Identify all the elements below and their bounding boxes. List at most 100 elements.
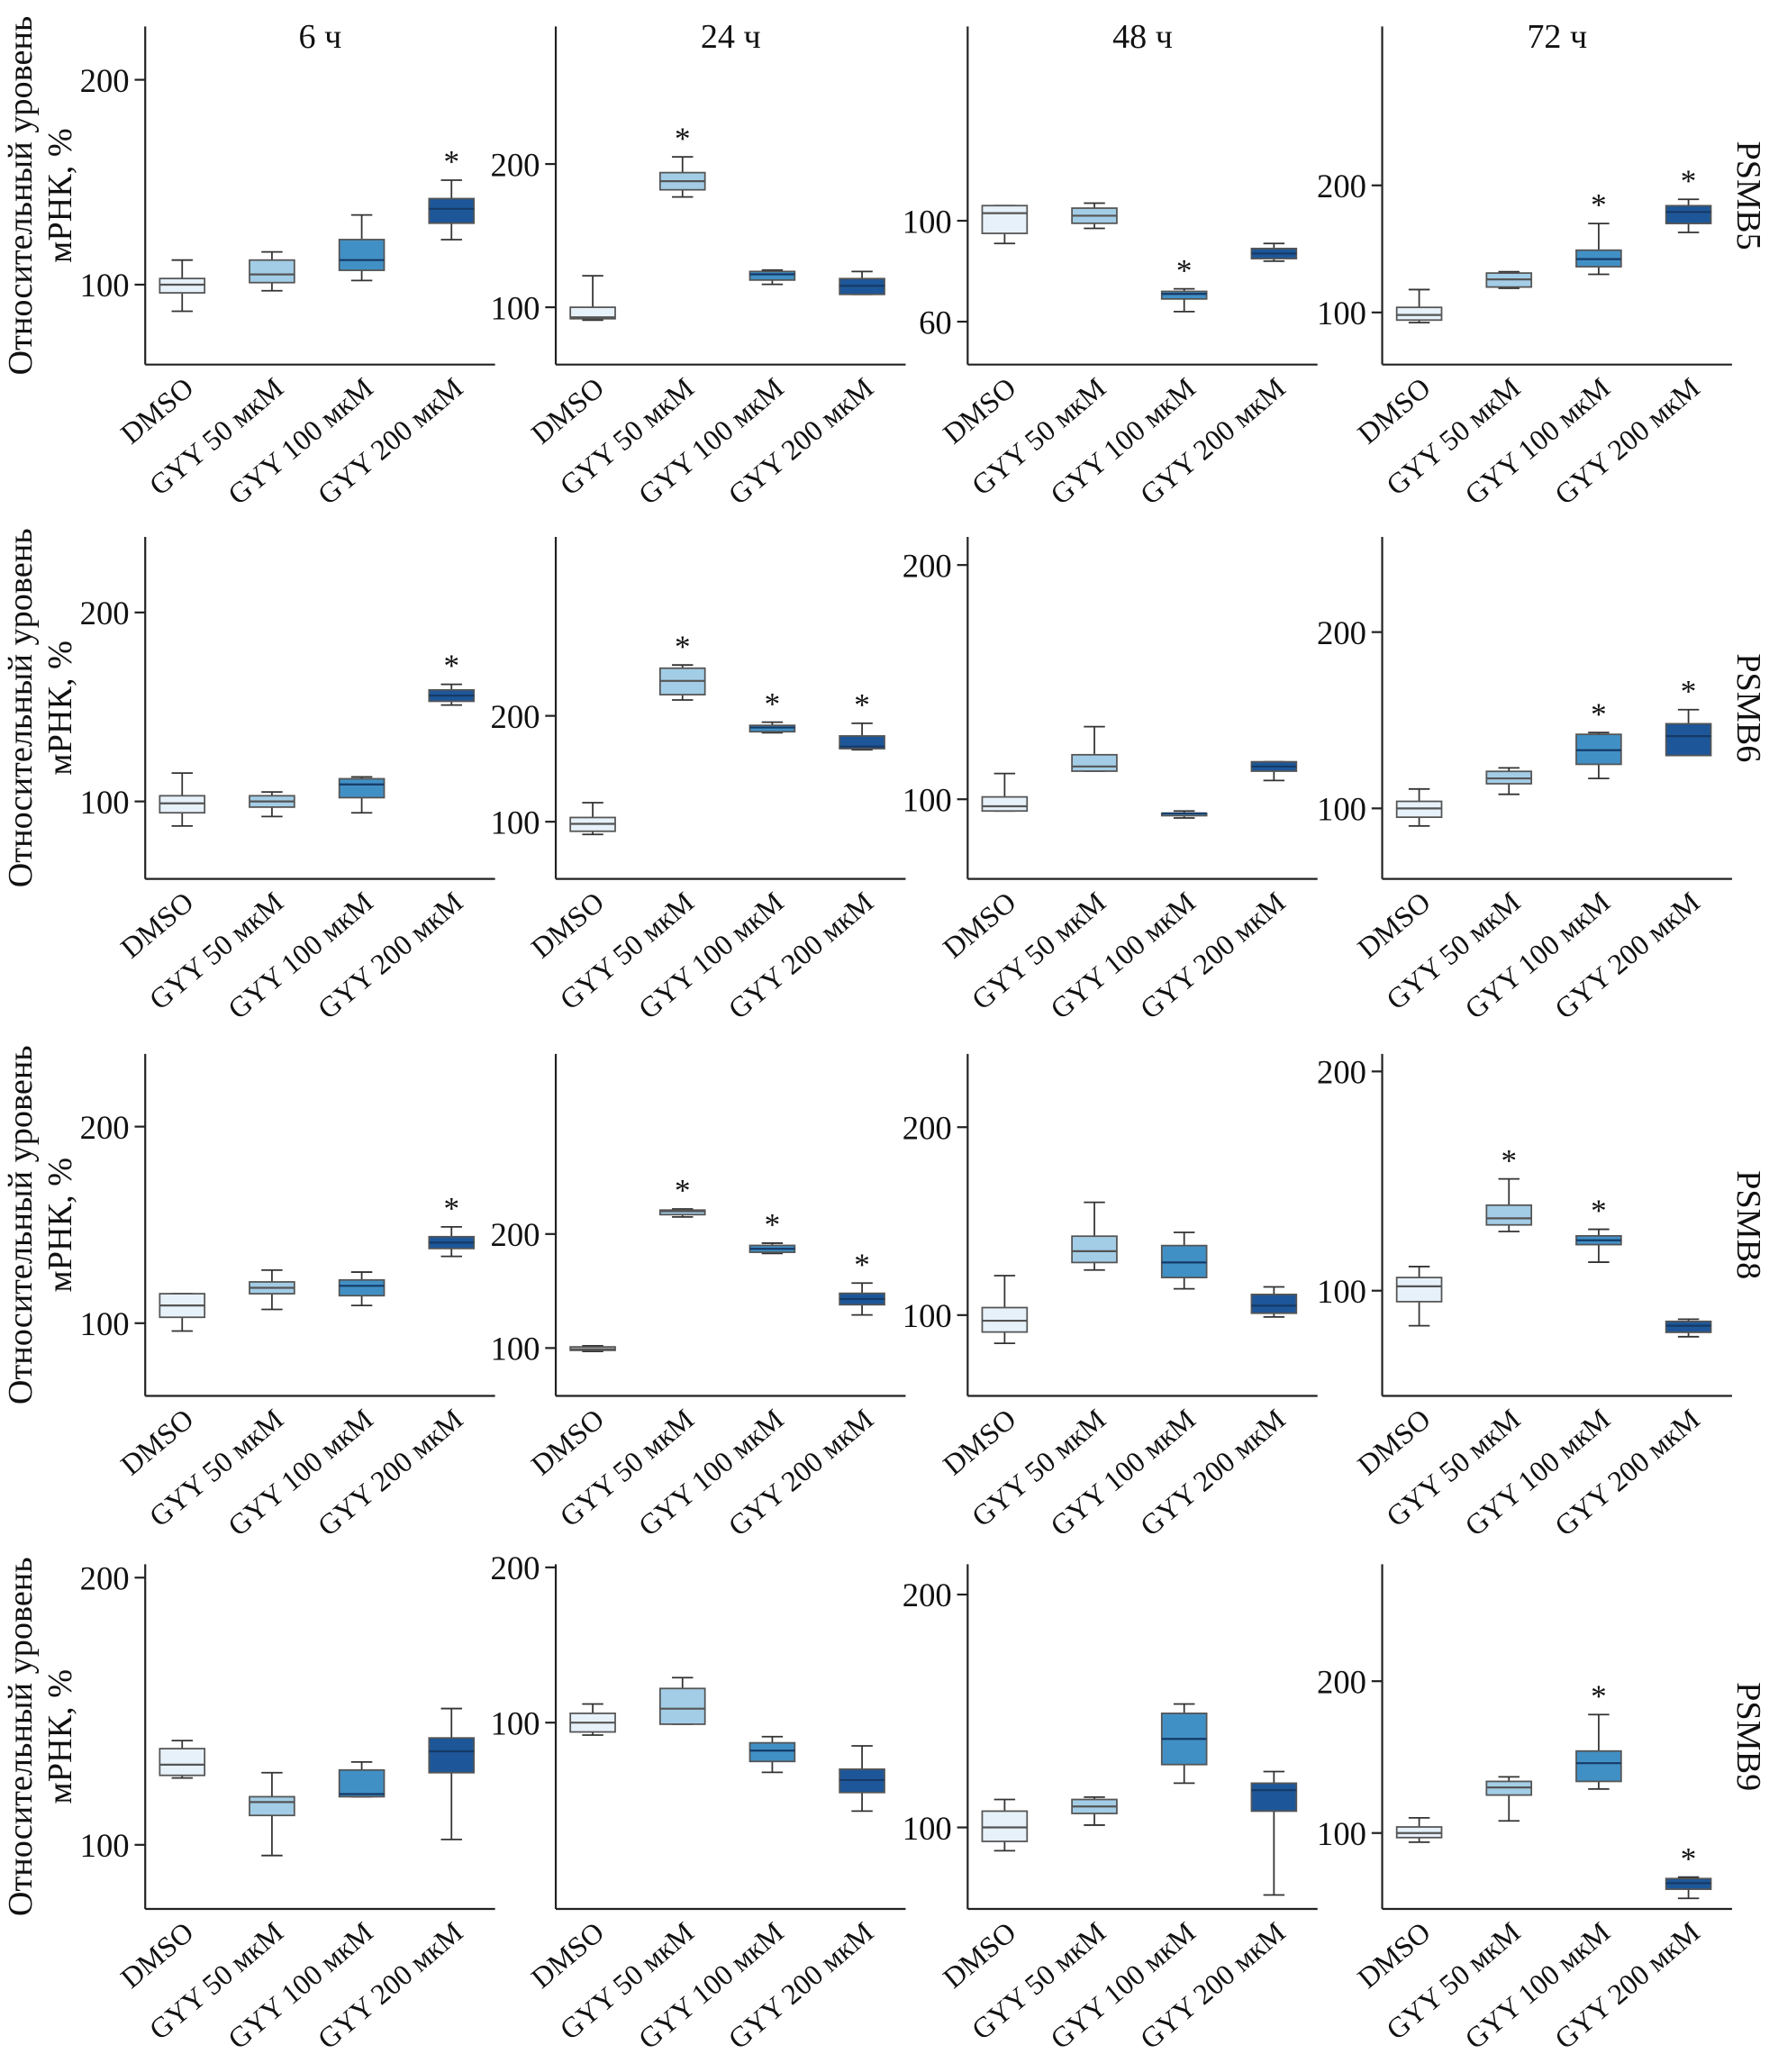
- y-tick-label: 200: [1317, 1663, 1366, 1700]
- box: [1665, 204, 1712, 224]
- significance-mark: *: [1681, 163, 1697, 198]
- y-tick-label: 100: [80, 1827, 130, 1864]
- box: [839, 735, 885, 750]
- y-tick-label: 100: [903, 1297, 952, 1334]
- y-axis-label: Относительный уровень: [2, 1557, 40, 1916]
- significance-mark: *: [1591, 1194, 1607, 1229]
- y-axis-label: мРНК, %: [41, 641, 79, 776]
- x-tick-label: DMSO: [114, 1915, 199, 1995]
- box: [658, 1209, 706, 1216]
- panel-title: 72 ч: [1527, 18, 1587, 56]
- y-tick-label: 100: [1317, 1815, 1366, 1852]
- significance-mark: *: [1591, 696, 1607, 732]
- significance-mark: *: [675, 121, 691, 156]
- significance-mark: *: [443, 144, 459, 179]
- y-axis-label: мРНК, %: [41, 1669, 79, 1804]
- y-tick-label: 100: [1317, 295, 1366, 332]
- y-axis-label: мРНК, %: [41, 1158, 79, 1293]
- box: [249, 1795, 295, 1817]
- panel-title: 6 ч: [299, 18, 342, 56]
- y-axis-label: мРНК, %: [41, 128, 79, 263]
- y-tick-label: 200: [491, 698, 540, 735]
- box: [338, 777, 386, 799]
- x-tick-label: DMSO: [525, 1403, 610, 1482]
- y-tick-label: 100: [1317, 791, 1366, 828]
- y-tick-label: 100: [491, 804, 540, 841]
- significance-mark: *: [675, 629, 691, 664]
- box: [1575, 1749, 1622, 1783]
- y-tick-label: 200: [491, 1549, 540, 1586]
- box: [338, 1768, 386, 1798]
- box: [1250, 1782, 1298, 1813]
- y-tick-label: 200: [1317, 1054, 1366, 1091]
- y-tick-label: 200: [903, 1109, 952, 1146]
- significance-mark: *: [1681, 1841, 1697, 1877]
- significance-mark: *: [854, 687, 870, 722]
- box: [428, 197, 476, 224]
- y-tick-label: 100: [491, 289, 540, 326]
- y-tick-label: 100: [80, 267, 130, 304]
- box: [249, 259, 295, 284]
- box: [1395, 306, 1443, 322]
- y-tick-label: 100: [903, 1810, 952, 1847]
- box: [748, 724, 796, 733]
- y-tick-label: 200: [903, 1577, 952, 1613]
- box: [1071, 1235, 1118, 1264]
- significance-mark: *: [443, 1191, 459, 1226]
- y-tick-label: 200: [80, 1109, 130, 1146]
- box: [338, 239, 386, 271]
- y-tick-label: 200: [80, 595, 130, 632]
- significance-mark: *: [765, 686, 781, 722]
- significance-mark: *: [765, 1207, 781, 1242]
- x-tick-label: DMSO: [114, 1403, 199, 1482]
- box: [338, 1278, 386, 1297]
- y-tick-label: 100: [903, 203, 952, 240]
- y-axis-label: Относительный уровень: [2, 528, 40, 887]
- box: [428, 1737, 476, 1774]
- significance-mark: *: [1681, 674, 1697, 709]
- gene-label: PSMB6: [1729, 653, 1767, 762]
- x-tick-label: DMSO: [1351, 1403, 1436, 1482]
- y-tick-label: 200: [1317, 168, 1366, 204]
- box: [1250, 1293, 1298, 1314]
- y-axis-label: Относительный уровень: [2, 1045, 40, 1404]
- y-tick-label: 100: [1317, 1273, 1366, 1310]
- y-axis-label: Относительный уровень: [2, 16, 40, 376]
- panel-title: 48 ч: [1112, 18, 1173, 56]
- y-tick-label: 200: [903, 547, 952, 584]
- box: [981, 795, 1029, 813]
- box: [1160, 290, 1208, 300]
- significance-mark: *: [1591, 1678, 1607, 1713]
- box: [1485, 1204, 1533, 1226]
- x-tick-label: DMSO: [525, 1915, 610, 1995]
- box: [569, 306, 616, 320]
- y-tick-label: 100: [903, 781, 952, 818]
- gene-label: PSMB5: [1729, 141, 1767, 250]
- gene-label: PSMB8: [1729, 1170, 1767, 1279]
- y-tick-label: 200: [491, 146, 540, 183]
- y-tick-label: 100: [491, 1331, 540, 1368]
- significance-mark: *: [1176, 253, 1193, 288]
- x-tick-label: DMSO: [937, 1403, 1021, 1482]
- box: [1071, 753, 1118, 772]
- panel-title: 24 ч: [701, 18, 761, 56]
- box: [981, 1810, 1029, 1842]
- significance-mark: *: [854, 1247, 870, 1282]
- x-tick-label: DMSO: [937, 1915, 1021, 1995]
- box: [1395, 1277, 1443, 1303]
- box: [1665, 722, 1712, 757]
- box: [159, 1748, 206, 1777]
